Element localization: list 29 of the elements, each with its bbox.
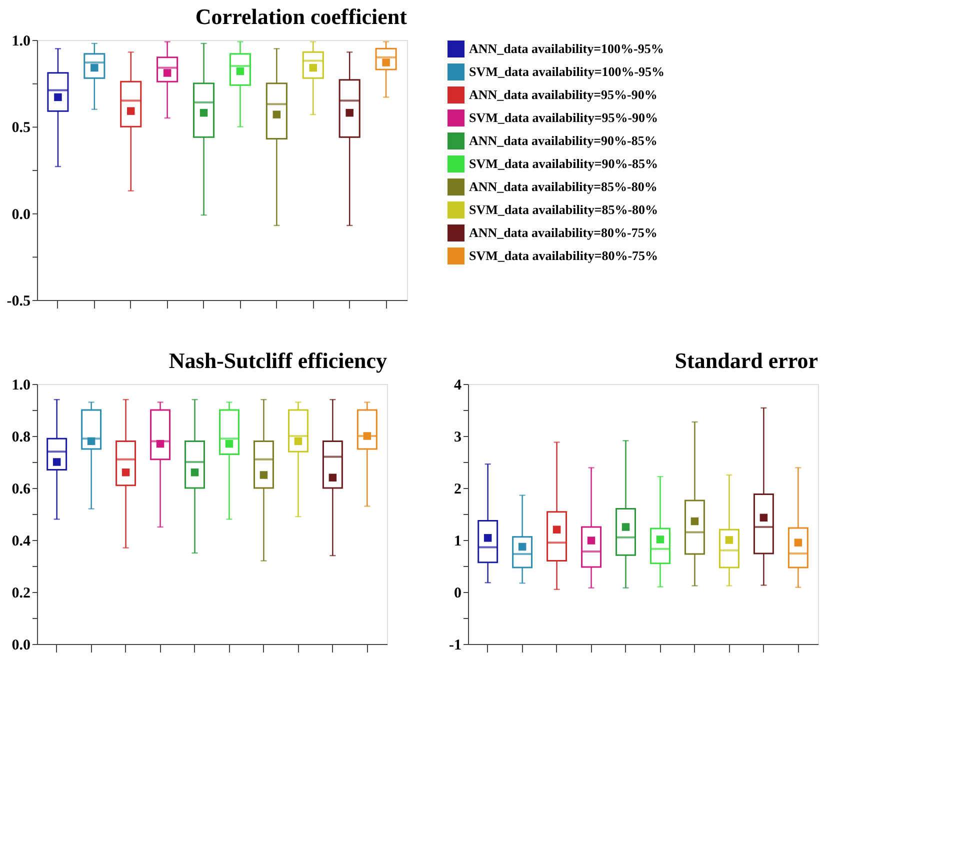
y-tick-label: 1.0 (12, 34, 30, 50)
y-tick-label: -0.5 (6, 294, 30, 310)
legend-label: SVM_data availability=90%-85% (469, 156, 658, 171)
legend-label: ANN_data availability=85%-80% (469, 179, 658, 194)
y-tick-label: 4 (454, 378, 462, 394)
y-tick-label: 0.0 (12, 638, 30, 654)
chart-title: Correlation coefficient (195, 4, 408, 29)
legend-label: SVM_data availability=80%-75% (469, 248, 658, 263)
legend-label: SVM_data availability=85%-80% (469, 202, 658, 217)
y-tick-label: 0.5 (12, 120, 30, 136)
legend-label: SVM_data availability=100%-95% (469, 64, 665, 79)
y-tick-label: 1 (454, 534, 462, 550)
legend-label: ANN_data availability=90%-85% (469, 133, 658, 148)
y-tick-label: 1.0 (12, 378, 30, 394)
legend-label: ANN_data availability=95%-90% (469, 87, 658, 102)
y-tick-label: 0.8 (12, 430, 30, 446)
chart-title: Standard error (674, 348, 818, 373)
y-tick-label: 0.6 (12, 482, 31, 498)
chart-title: Nash-Sutcliff efficiency (168, 348, 387, 373)
y-tick-label: 0.4 (12, 534, 31, 550)
y-tick-label: 2 (454, 482, 462, 498)
legend-label: ANN_data availability=100%-95% (469, 41, 664, 56)
y-tick-label: 3 (454, 430, 462, 446)
y-tick-label: 0.0 (12, 206, 30, 223)
y-tick-label: 0.2 (12, 586, 30, 602)
y-tick-label: 0 (454, 586, 462, 602)
legend-label: ANN_data availability=80%-75% (469, 225, 658, 240)
y-tick-label: -1 (449, 638, 462, 654)
legend-label: SVM_data availability=95%-90% (469, 110, 658, 125)
